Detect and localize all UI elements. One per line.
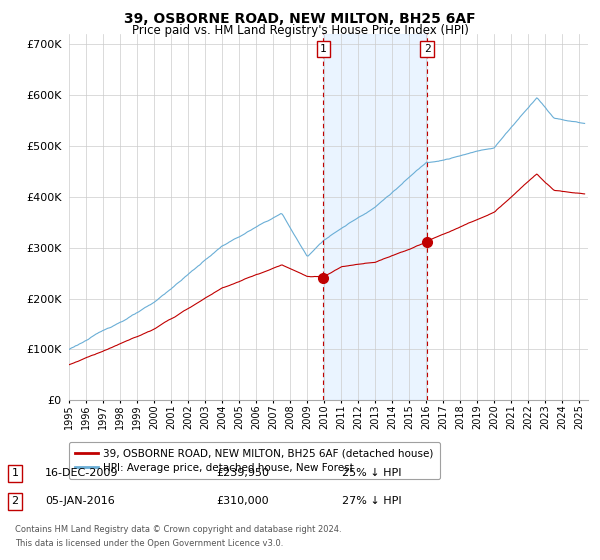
Text: This data is licensed under the Open Government Licence v3.0.: This data is licensed under the Open Gov… (15, 539, 283, 548)
Text: 39, OSBORNE ROAD, NEW MILTON, BH25 6AF: 39, OSBORNE ROAD, NEW MILTON, BH25 6AF (124, 12, 476, 26)
Text: 1: 1 (11, 468, 19, 478)
Text: £310,000: £310,000 (216, 496, 269, 506)
Text: 2: 2 (11, 496, 19, 506)
Text: 2: 2 (424, 44, 431, 54)
Text: 1: 1 (320, 44, 327, 54)
Legend: 39, OSBORNE ROAD, NEW MILTON, BH25 6AF (detached house), HPI: Average price, det: 39, OSBORNE ROAD, NEW MILTON, BH25 6AF (… (69, 442, 440, 479)
Text: Contains HM Land Registry data © Crown copyright and database right 2024.: Contains HM Land Registry data © Crown c… (15, 525, 341, 534)
Text: 27% ↓ HPI: 27% ↓ HPI (342, 496, 401, 506)
Text: £239,950: £239,950 (216, 468, 269, 478)
Text: 25% ↓ HPI: 25% ↓ HPI (342, 468, 401, 478)
Text: 05-JAN-2016: 05-JAN-2016 (45, 496, 115, 506)
Bar (323, 34, 427, 400)
Text: 16-DEC-2009: 16-DEC-2009 (45, 468, 119, 478)
Text: Price paid vs. HM Land Registry's House Price Index (HPI): Price paid vs. HM Land Registry's House … (131, 24, 469, 36)
